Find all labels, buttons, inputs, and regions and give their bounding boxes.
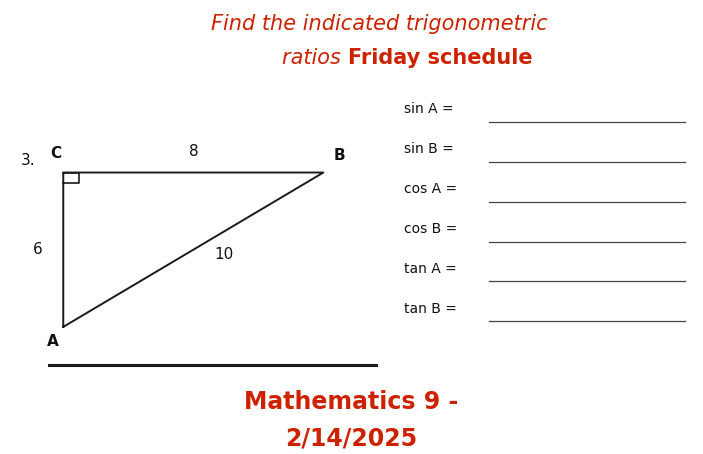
Text: cos A =: cos A = [404,182,458,196]
Text: 2/14/2025: 2/14/2025 [285,427,418,451]
Text: Friday schedule: Friday schedule [348,48,533,68]
Text: C: C [51,146,62,161]
Text: 6: 6 [32,242,42,257]
Text: sin A =: sin A = [404,102,454,116]
Text: 8: 8 [188,144,198,159]
Text: 10: 10 [214,247,233,262]
Text: tan B =: tan B = [404,302,457,316]
Text: cos B =: cos B = [404,222,458,236]
Text: Find the indicated trigonometric: Find the indicated trigonometric [212,14,548,34]
Text: A: A [47,334,58,349]
Text: tan A =: tan A = [404,262,457,276]
Text: B: B [334,148,346,163]
Text: Mathematics 9 -: Mathematics 9 - [245,390,458,415]
Text: 3.: 3. [21,153,36,168]
Text: sin B =: sin B = [404,142,454,156]
Text: ratios: ratios [283,48,348,68]
